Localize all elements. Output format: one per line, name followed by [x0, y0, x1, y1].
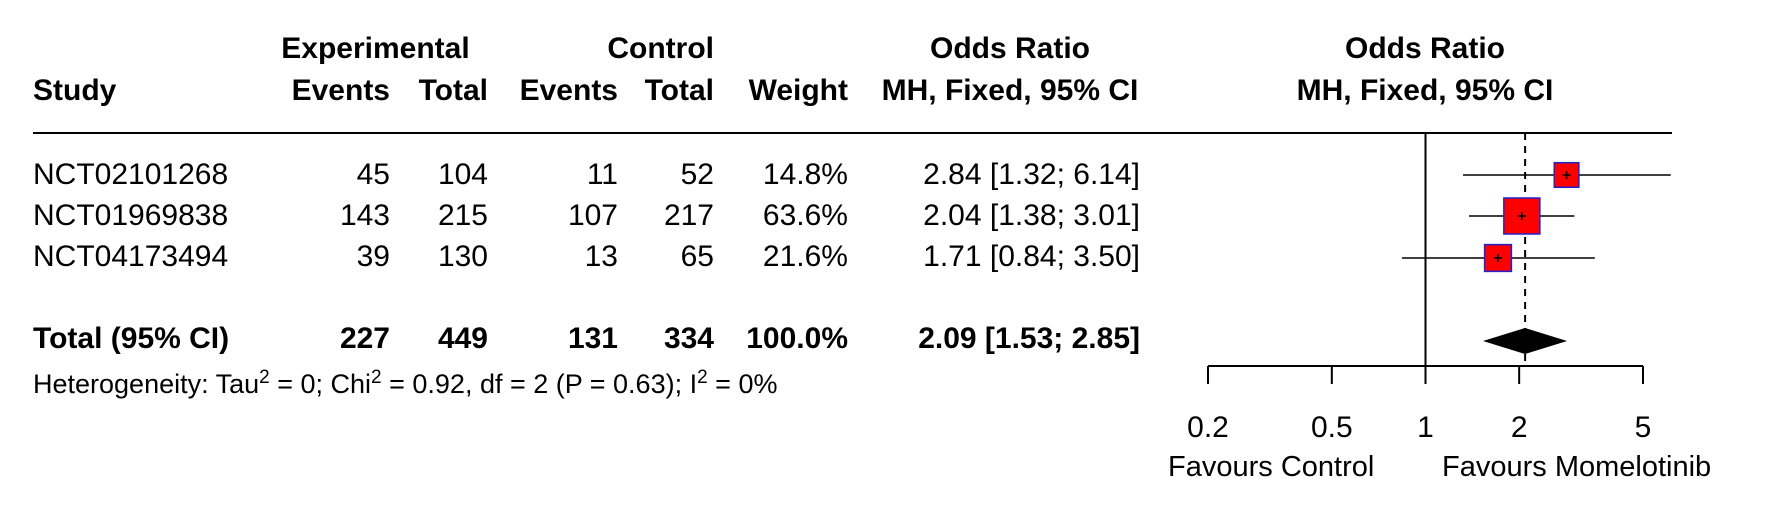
total-exp-total: 449	[437, 322, 488, 355]
exp-total: 130	[437, 240, 488, 273]
ctl-total: 52	[680, 158, 714, 191]
favours-right-label: Favours Momelotinib	[1442, 451, 1712, 483]
total-exp-events: 227	[339, 322, 390, 355]
odds-ratio-header: Odds Ratio	[929, 32, 1090, 65]
total-label: Total (95% CI)	[33, 322, 230, 355]
study-column-header: Study	[33, 74, 117, 107]
ci-text: 2.04 [1.38; 3.01]	[923, 199, 1140, 232]
favours-left-label: Favours Control	[1168, 451, 1375, 483]
ctl-total-header: Total	[644, 74, 714, 107]
ctl-total: 217	[663, 199, 714, 232]
x-tick-label: 5	[1635, 411, 1652, 444]
exp-total: 104	[437, 158, 488, 191]
study-name: NCT02101268	[33, 158, 229, 191]
exp-events: 143	[339, 199, 390, 232]
heterogeneity-text: Heterogeneity: Tau2 = 0; Chi2 = 0.92, df…	[33, 367, 778, 399]
weight: 14.8%	[762, 158, 848, 191]
plot-method-header: MH, Fixed, 95% CI	[1296, 74, 1554, 107]
x-tick-label: 1	[1417, 411, 1434, 444]
ctl-events-header: Events	[519, 74, 618, 107]
exp-events-header: Events	[291, 74, 390, 107]
exp-events: 39	[356, 240, 390, 273]
x-tick-label: 0.5	[1311, 411, 1353, 444]
weight: 63.6%	[762, 199, 848, 232]
exp-total-header: Total	[418, 74, 488, 107]
plot-odds-ratio-header: Odds Ratio	[1344, 32, 1505, 65]
experimental-group-header: Experimental	[281, 32, 470, 65]
exp-total: 215	[437, 199, 488, 232]
ctl-events: 11	[586, 158, 618, 191]
study-name: NCT01969838	[33, 199, 229, 232]
exp-events: 45	[356, 158, 390, 191]
weight: 21.6%	[762, 240, 848, 273]
control-group-header: Control	[607, 32, 714, 65]
total-ctl-events: 131	[567, 322, 618, 355]
ctl-events: 13	[584, 240, 618, 273]
ci-text: 2.84 [1.32; 6.14]	[923, 158, 1140, 191]
x-tick-label: 2	[1511, 411, 1528, 444]
total-ci-text: 2.09 [1.53; 2.85]	[918, 322, 1140, 355]
ci-text: 1.71 [0.84; 3.50]	[923, 240, 1140, 273]
x-tick-label: 0.2	[1187, 411, 1229, 444]
ctl-total: 65	[680, 240, 714, 273]
method-header: MH, Fixed, 95% CI	[881, 74, 1139, 107]
pooled-diamond	[1482, 328, 1568, 354]
total-weight: 100.0%	[746, 322, 848, 355]
study-name: NCT04173494	[33, 240, 229, 273]
ctl-events: 107	[567, 199, 618, 232]
weight-header: Weight	[748, 74, 848, 107]
total-ctl-total: 334	[663, 322, 714, 355]
